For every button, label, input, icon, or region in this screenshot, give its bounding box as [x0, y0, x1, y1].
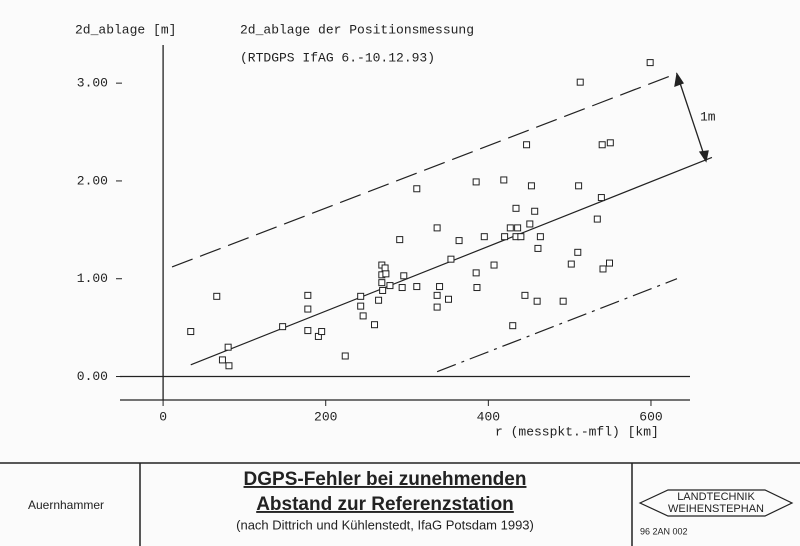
point [567, 260, 575, 268]
point [533, 297, 541, 305]
footer-title: DGPS-Fehler bei zunehmenden [244, 469, 527, 490]
code: 96 2AN 002 [640, 526, 688, 536]
point [213, 292, 221, 300]
y-tick-label: 1.00 [77, 271, 108, 286]
point [433, 291, 441, 299]
point [523, 141, 531, 149]
point [576, 78, 584, 86]
point [514, 224, 522, 232]
chart-subtitle: (RTDGPS IfAG 6.-10.12.93) [240, 50, 435, 65]
annotation: 1m [700, 109, 716, 124]
x-tick-label: 400 [477, 409, 500, 424]
point [318, 328, 326, 336]
point [606, 259, 614, 267]
point [597, 194, 605, 202]
point [445, 295, 453, 303]
point [433, 303, 441, 311]
point [396, 236, 404, 244]
chart-title: 2d_ablage der Positionsmessung [240, 22, 474, 37]
point [187, 328, 195, 336]
point [646, 59, 654, 67]
logo-text: LANDTECHNIK [677, 491, 755, 503]
annotation-arrow [674, 72, 709, 163]
point [371, 321, 379, 329]
point [436, 283, 444, 291]
point [304, 291, 312, 299]
point [225, 362, 233, 370]
point [490, 261, 498, 269]
point [599, 265, 607, 273]
point [224, 343, 232, 351]
point [375, 296, 383, 304]
x-tick-label: 200 [314, 409, 337, 424]
point [341, 352, 349, 360]
point [536, 233, 544, 241]
point [473, 284, 481, 292]
point [527, 182, 535, 190]
point [534, 244, 542, 252]
point [455, 237, 463, 245]
point [575, 182, 583, 190]
point [559, 297, 567, 305]
point [512, 204, 520, 212]
point [606, 139, 614, 147]
point [500, 176, 508, 184]
y-tick-label: 2.00 [77, 173, 108, 188]
point [480, 233, 488, 241]
point [398, 284, 406, 292]
logo-text: WEIHENSTEPHAN [668, 503, 764, 515]
point [379, 286, 387, 294]
point [593, 215, 601, 223]
point [279, 323, 287, 331]
point [413, 283, 421, 291]
y-tick-label: 0.00 [77, 369, 108, 384]
point [357, 302, 365, 310]
point [218, 356, 226, 364]
point [413, 185, 421, 193]
footer-source: (nach Dittrich und Kühlenstedt, IfaG Pot… [236, 517, 534, 532]
point [447, 255, 455, 263]
point [501, 233, 509, 241]
point [400, 272, 408, 280]
point [357, 292, 365, 300]
author: Auernhammer [28, 498, 104, 512]
point [531, 207, 539, 215]
point [304, 305, 312, 313]
point [526, 220, 534, 228]
point [517, 233, 525, 241]
point [386, 282, 394, 290]
point [521, 291, 529, 299]
footer-title: Abstand zur Referenzstation [256, 494, 514, 515]
point [472, 269, 480, 277]
reference-line [171, 72, 678, 268]
y-axis-label: 2d_ablage [m] [75, 22, 176, 37]
y-tick-label: 3.00 [77, 76, 108, 91]
footer [0, 462, 800, 546]
x-tick-label: 0 [159, 409, 167, 424]
point [359, 312, 367, 320]
point [381, 264, 389, 272]
point [509, 322, 517, 330]
point [598, 141, 606, 149]
point [506, 224, 514, 232]
point [304, 327, 312, 335]
x-tick-label: 600 [639, 409, 662, 424]
x-axis-label: r (messpkt.-mfl) [km] [495, 424, 659, 439]
point [574, 248, 582, 256]
point [378, 279, 386, 287]
point [472, 178, 480, 186]
point [382, 270, 390, 278]
reference-line [436, 278, 678, 373]
point [433, 224, 441, 232]
